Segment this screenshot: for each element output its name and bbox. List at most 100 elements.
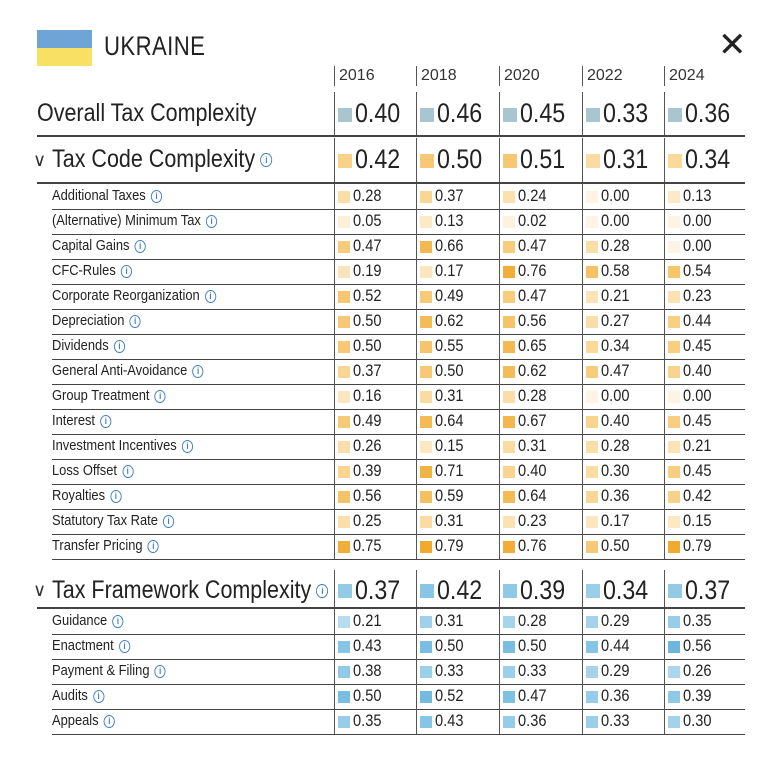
row-divider	[52, 409, 745, 410]
chevron-down-icon[interactable]: ∨	[33, 580, 47, 600]
value-text: 0.71	[435, 461, 464, 481]
row-label: Investment Incentives i	[52, 437, 194, 454]
value-text: 0.26	[353, 436, 382, 456]
value-cell: 0.36	[499, 709, 582, 734]
value-text: 0.42	[683, 486, 712, 506]
info-icon[interactable]: i	[100, 414, 112, 428]
year-label-2016: 2016	[334, 66, 375, 86]
value-text: 0.54	[683, 261, 712, 281]
value-text: 0.37	[685, 574, 731, 605]
value-text: 0.33	[603, 98, 649, 129]
info-icon[interactable]: i	[113, 339, 125, 353]
info-icon[interactable]: i	[122, 464, 134, 478]
value-text: 0.34	[601, 336, 630, 356]
info-icon[interactable]: i	[150, 189, 163, 203]
value-text: 0.59	[435, 486, 464, 506]
value-cell: 0.28	[499, 384, 582, 409]
color-swatch	[503, 415, 515, 428]
sub-row: Depreciation i 0.50 0.62 0.56 0.27 0.44	[0, 309, 780, 334]
color-swatch	[503, 390, 515, 403]
row-label-text: Interest	[52, 412, 96, 430]
info-icon[interactable]: i	[154, 389, 166, 403]
row-label: Transfer Pricing i	[52, 537, 159, 554]
tax-code-row: ∨ Tax Code Complexity i 0.42 0.50 0.51 0.31 0.3…	[0, 138, 780, 183]
color-swatch	[586, 465, 598, 478]
color-swatch	[338, 107, 352, 122]
value-text: 0.64	[518, 486, 547, 506]
value-text: 0.30	[601, 461, 630, 481]
value-cell: 0.28	[499, 609, 582, 634]
value-text: 0.38	[353, 661, 382, 681]
value-cell: 0.50	[334, 309, 417, 334]
color-swatch	[503, 665, 515, 678]
value-text: 0.00	[601, 386, 630, 406]
year-label-2024: 2024	[664, 66, 705, 86]
sub-row: Interest i 0.49 0.64 0.67 0.40 0.45	[0, 409, 780, 434]
color-swatch	[503, 640, 515, 653]
info-icon[interactable]: i	[206, 214, 218, 228]
value-cell: 0.59	[416, 484, 499, 509]
value-cell: 0.50	[416, 634, 499, 659]
color-swatch	[586, 340, 598, 353]
color-swatch	[338, 615, 350, 628]
info-icon[interactable]: i	[260, 153, 273, 168]
value-cell: 0.29	[582, 609, 665, 634]
value-cell: 0.58	[582, 259, 665, 284]
row-label-text: Guidance	[52, 612, 108, 630]
row-label: Group Treatment i	[52, 387, 166, 404]
value-cell: 0.52	[416, 684, 499, 709]
sub-row: Investment Incentives i 0.26 0.15 0.31 0.28 0.…	[0, 434, 780, 459]
info-icon[interactable]: i	[204, 289, 217, 303]
value-text: 0.50	[437, 144, 483, 175]
value-cell: 0.00	[664, 209, 747, 234]
chevron-down-icon[interactable]: ∨	[33, 149, 47, 170]
value-cell: 0.15	[664, 509, 747, 534]
color-swatch	[586, 640, 598, 653]
color-swatch	[668, 640, 680, 653]
info-icon[interactable]: i	[103, 714, 115, 728]
row-divider	[52, 359, 745, 360]
color-swatch	[338, 490, 350, 503]
color-swatch	[420, 290, 432, 303]
color-swatch	[503, 290, 515, 303]
info-icon[interactable]: i	[93, 689, 105, 703]
row-divider	[52, 534, 745, 535]
value-cell: 0.62	[499, 359, 582, 384]
row-label: (Alternative) Minimum Tax i	[52, 212, 218, 229]
value-cell: 0.55	[416, 334, 499, 359]
row-label: Interest i	[52, 412, 112, 430]
value-text: 0.67	[518, 411, 547, 431]
value-cell: 0.16	[334, 384, 417, 409]
info-icon[interactable]: i	[120, 264, 133, 278]
value-cell: 0.34	[582, 334, 665, 359]
value-cell: 0.27	[582, 309, 665, 334]
info-icon[interactable]: i	[147, 539, 159, 553]
value-cell: 0.50	[334, 334, 417, 359]
color-swatch	[668, 190, 680, 203]
value-text: 0.00	[601, 186, 630, 206]
value-cell: 0.54	[664, 259, 747, 284]
info-icon[interactable]: i	[163, 514, 175, 528]
color-swatch	[338, 390, 350, 403]
info-icon[interactable]: i	[110, 489, 122, 503]
info-icon[interactable]: i	[129, 314, 141, 328]
info-icon[interactable]: i	[134, 239, 146, 253]
info-icon[interactable]: i	[112, 614, 124, 628]
info-icon[interactable]: i	[154, 664, 166, 678]
color-swatch	[503, 690, 515, 703]
color-swatch	[420, 640, 432, 653]
value-text: 0.31	[435, 511, 464, 531]
value-cell: 0.21	[582, 284, 665, 309]
row-label-text: Transfer Pricing	[52, 537, 143, 555]
value-cell: 0.45	[664, 459, 747, 484]
info-icon[interactable]: i	[181, 439, 194, 453]
color-swatch	[668, 515, 680, 528]
value-cell: 0.76	[499, 259, 582, 284]
info-icon[interactable]: i	[316, 583, 329, 598]
close-icon[interactable]: ✕	[718, 25, 747, 65]
value-text: 0.21	[353, 611, 382, 631]
info-icon[interactable]: i	[118, 639, 131, 653]
row-label: Appeals i	[52, 712, 115, 729]
info-icon[interactable]: i	[192, 364, 204, 378]
value-text: 0.00	[683, 386, 712, 406]
